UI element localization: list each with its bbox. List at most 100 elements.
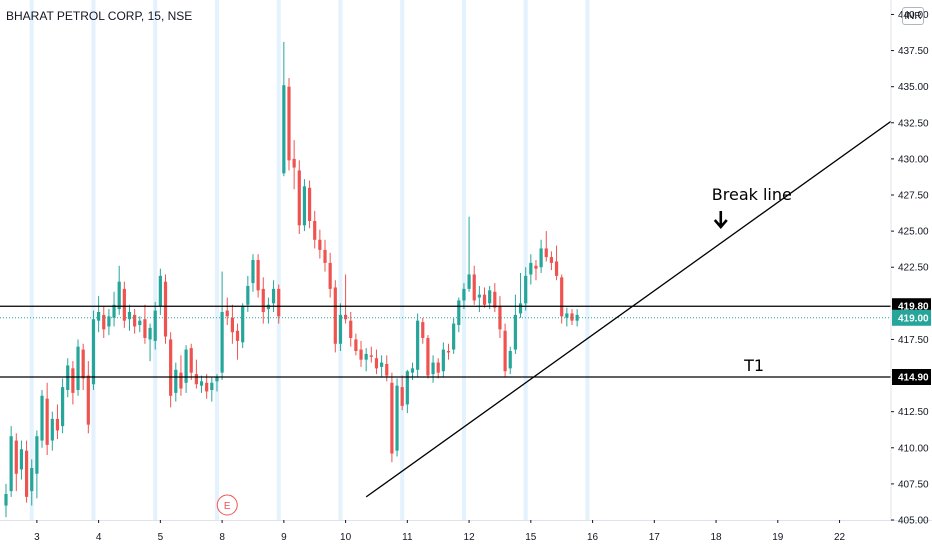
level-419-80-tag-label: 419.80	[898, 302, 929, 313]
candle-body	[179, 372, 183, 389]
down-arrow-icon	[713, 211, 728, 229]
candle-body	[246, 286, 250, 305]
price-tick-label: 405.00	[898, 516, 929, 527]
candle-body	[431, 362, 435, 375]
candle-body	[405, 371, 409, 405]
candle-body	[549, 257, 554, 263]
candle-body	[241, 306, 245, 343]
plot-background	[0, 0, 891, 520]
trend-line[interactable]	[365, 120, 892, 498]
candle-body	[169, 339, 173, 396]
session-band	[214, 0, 219, 520]
candle-body	[292, 158, 296, 168]
candle-body	[210, 382, 214, 390]
session-band	[153, 0, 158, 520]
candle-body	[503, 330, 507, 372]
candle-body	[256, 260, 260, 291]
session-band	[276, 0, 281, 520]
price-tick-label: 417.50	[898, 335, 929, 346]
candle-body	[9, 436, 13, 492]
price-axis-background[interactable]	[891, 0, 932, 550]
candle-body	[380, 362, 384, 367]
candle-body	[488, 290, 492, 304]
candle-body	[426, 338, 430, 376]
candle-body	[133, 314, 137, 327]
price-tick-label: 435.00	[898, 82, 929, 93]
candle-body	[45, 398, 49, 445]
candle-body	[441, 349, 445, 372]
candle-body	[390, 382, 394, 454]
candle-body	[421, 322, 425, 338]
candle-body	[297, 170, 301, 226]
annotation-t1: T1	[743, 356, 764, 375]
candle-body	[235, 330, 240, 341]
time-tick-label: 4	[96, 532, 102, 543]
earnings-marker[interactable]	[216, 494, 238, 516]
price-tick-label: 425.00	[898, 227, 929, 238]
candle-body	[410, 368, 415, 373]
price-tick-label: 422.50	[898, 263, 929, 274]
current-price-tag-label: 419.00	[898, 313, 929, 324]
candle-body	[307, 187, 312, 221]
candle-body	[349, 320, 353, 338]
time-tick-label: 11	[402, 532, 413, 543]
price-tick-label: 412.50	[898, 407, 929, 418]
candle-body	[127, 312, 132, 320]
candle-body	[364, 353, 368, 360]
candle-body	[122, 288, 126, 321]
session-band	[29, 0, 34, 520]
candle-body	[287, 86, 291, 161]
currency-unit-button[interactable]: INR	[902, 7, 924, 25]
candle-body	[35, 436, 39, 474]
time-tick-label: 8	[219, 532, 225, 543]
price-tick-label: 432.50	[898, 118, 929, 129]
candle-body	[158, 275, 162, 307]
candle-body	[50, 418, 54, 441]
candle-body	[230, 317, 234, 333]
candle-body	[539, 248, 543, 268]
candle-body	[97, 312, 101, 321]
price-tick-label: 407.50	[898, 479, 929, 490]
candle-body	[215, 377, 219, 382]
candle-body	[271, 288, 276, 304]
candle-body	[86, 375, 90, 425]
price-tick-label: 427.50	[898, 191, 929, 202]
candle-body	[575, 314, 579, 321]
time-tick-label: 12	[464, 532, 476, 543]
time-tick-label: 22	[834, 532, 846, 543]
candle-body	[508, 351, 512, 369]
candle-body	[477, 294, 481, 298]
time-tick-label: 15	[525, 532, 537, 543]
candle-body	[436, 362, 440, 373]
candle-body	[369, 355, 373, 357]
candle-body	[91, 319, 96, 385]
candle-body	[220, 312, 224, 373]
candle-body	[446, 351, 451, 353]
candle-body	[457, 300, 461, 325]
candle-body	[184, 349, 188, 383]
candle-body	[266, 304, 271, 310]
candle-body	[107, 316, 111, 327]
candle-body	[282, 85, 286, 174]
candle-body	[138, 320, 142, 325]
candle-body	[102, 314, 106, 330]
candle-body	[205, 382, 209, 392]
candle-body	[343, 314, 348, 320]
candle-body	[251, 260, 255, 284]
candle-body	[30, 468, 34, 492]
session-band	[523, 0, 528, 520]
candle-body	[328, 262, 332, 289]
candle-body	[467, 274, 471, 289]
candle-body	[60, 387, 65, 427]
candle-body	[462, 288, 466, 301]
candle-body	[452, 323, 456, 350]
candle-body	[400, 387, 404, 406]
candle-body	[359, 349, 363, 360]
candle-body	[529, 262, 533, 275]
time-tick-label: 5	[158, 532, 164, 543]
candle-body	[374, 358, 379, 369]
candle-body	[395, 385, 399, 451]
session-band	[338, 0, 343, 520]
candle-body	[570, 313, 574, 321]
